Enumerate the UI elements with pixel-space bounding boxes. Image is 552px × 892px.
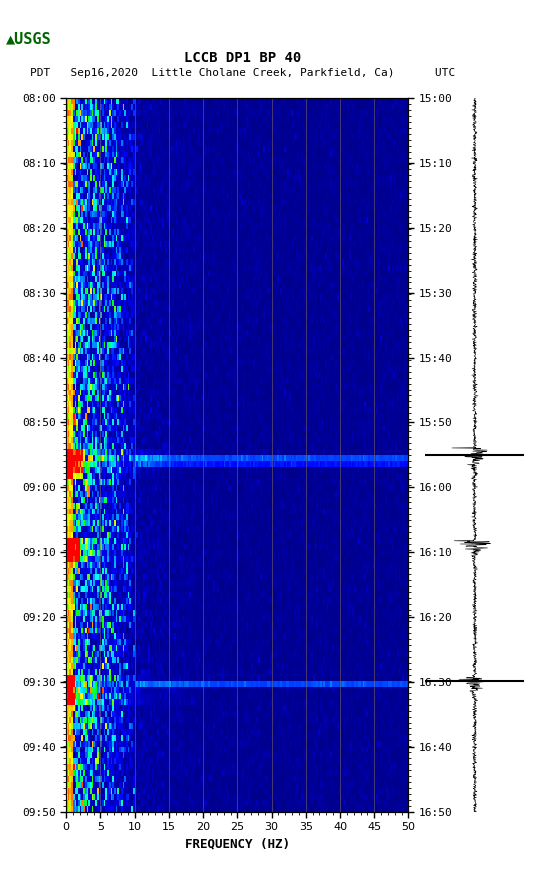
Text: PDT   Sep16,2020  Little Cholane Creek, Parkfield, Ca)      UTC: PDT Sep16,2020 Little Cholane Creek, Par… — [30, 68, 455, 78]
X-axis label: FREQUENCY (HZ): FREQUENCY (HZ) — [185, 838, 290, 851]
Text: LCCB DP1 BP 40: LCCB DP1 BP 40 — [184, 51, 301, 65]
Text: ▲USGS: ▲USGS — [6, 31, 51, 46]
